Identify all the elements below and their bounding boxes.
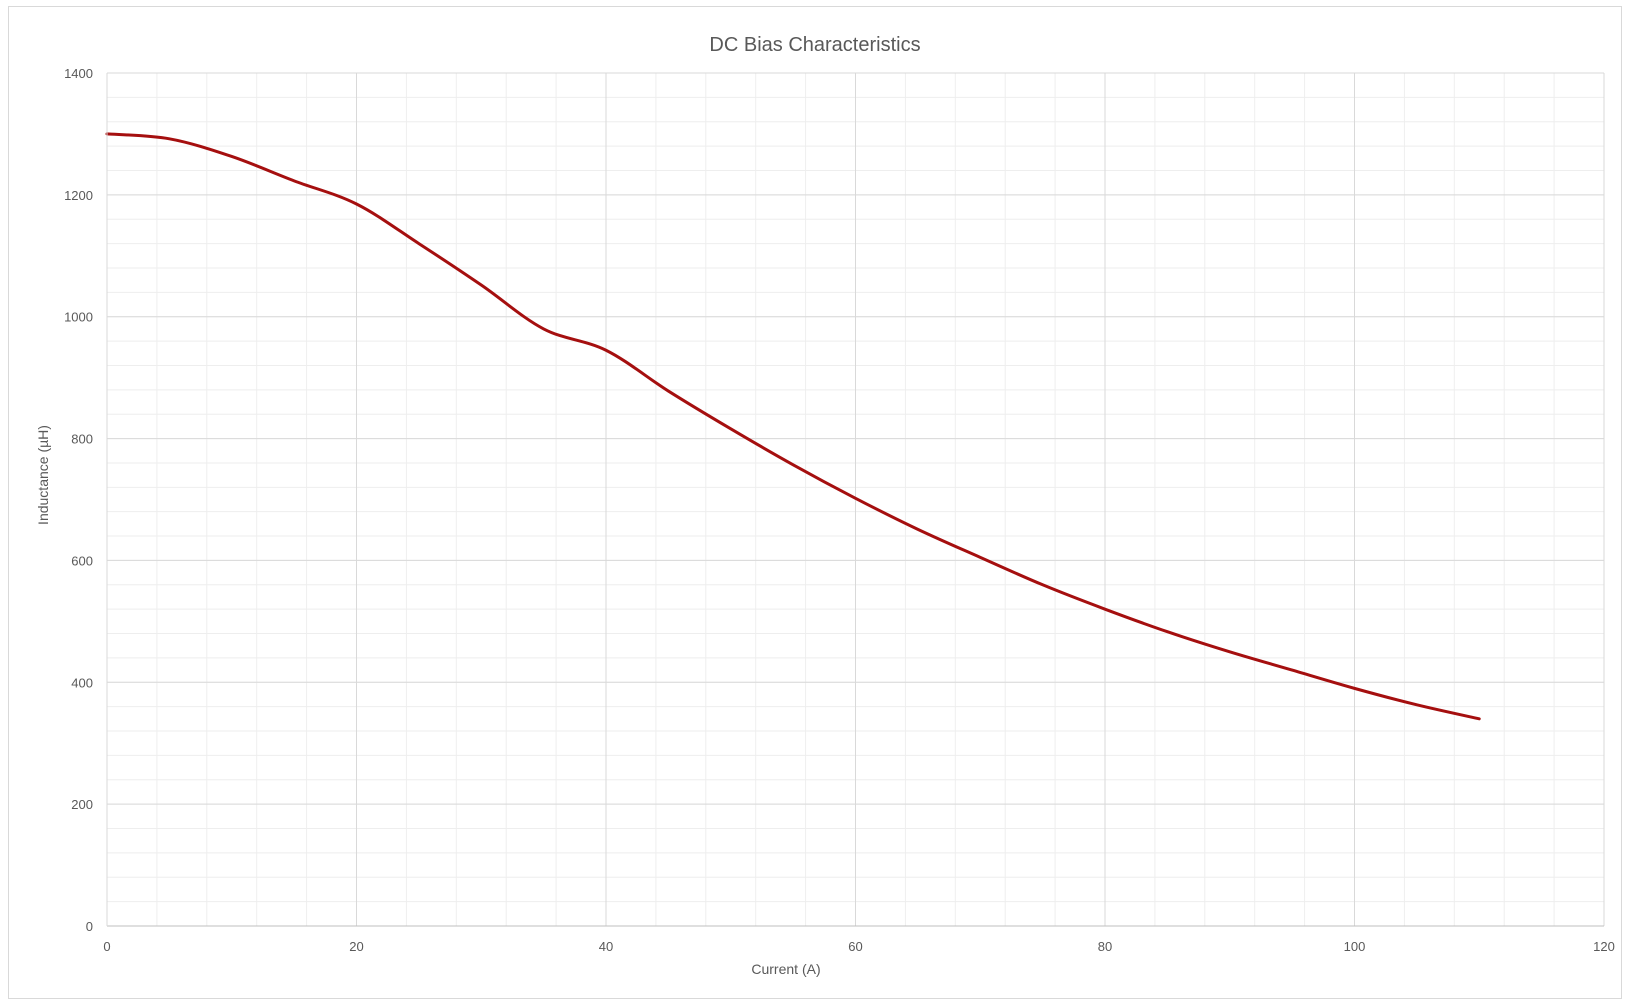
x-tick-label: 40 xyxy=(599,939,613,954)
y-tick-label: 200 xyxy=(71,797,93,812)
y-axis-title: Inductance (µH) xyxy=(35,425,51,525)
y-tick-label: 1000 xyxy=(64,310,93,325)
x-tick-label: 120 xyxy=(1593,939,1615,954)
x-tick-label: 60 xyxy=(848,939,862,954)
x-tick-label: 80 xyxy=(1098,939,1112,954)
major-grid xyxy=(107,72,1605,926)
x-tick-label: 20 xyxy=(349,939,363,954)
inductance-series-line xyxy=(105,132,1481,721)
y-tick-label: 0 xyxy=(86,919,93,934)
y-tick-label: 800 xyxy=(71,432,93,447)
y-tick-label: 1400 xyxy=(64,66,93,81)
x-tick-label: 0 xyxy=(103,939,110,954)
y-tick-label: 1200 xyxy=(64,188,93,203)
y-tick-label: 400 xyxy=(71,675,93,690)
y-tick-label: 600 xyxy=(71,553,93,568)
x-axis-title: Current (A) xyxy=(751,961,820,977)
x-tick-label: 100 xyxy=(1344,939,1366,954)
chart-frame xyxy=(8,6,1622,999)
chart-title: DC Bias Characteristics xyxy=(709,34,920,56)
series-layer xyxy=(105,132,1481,721)
